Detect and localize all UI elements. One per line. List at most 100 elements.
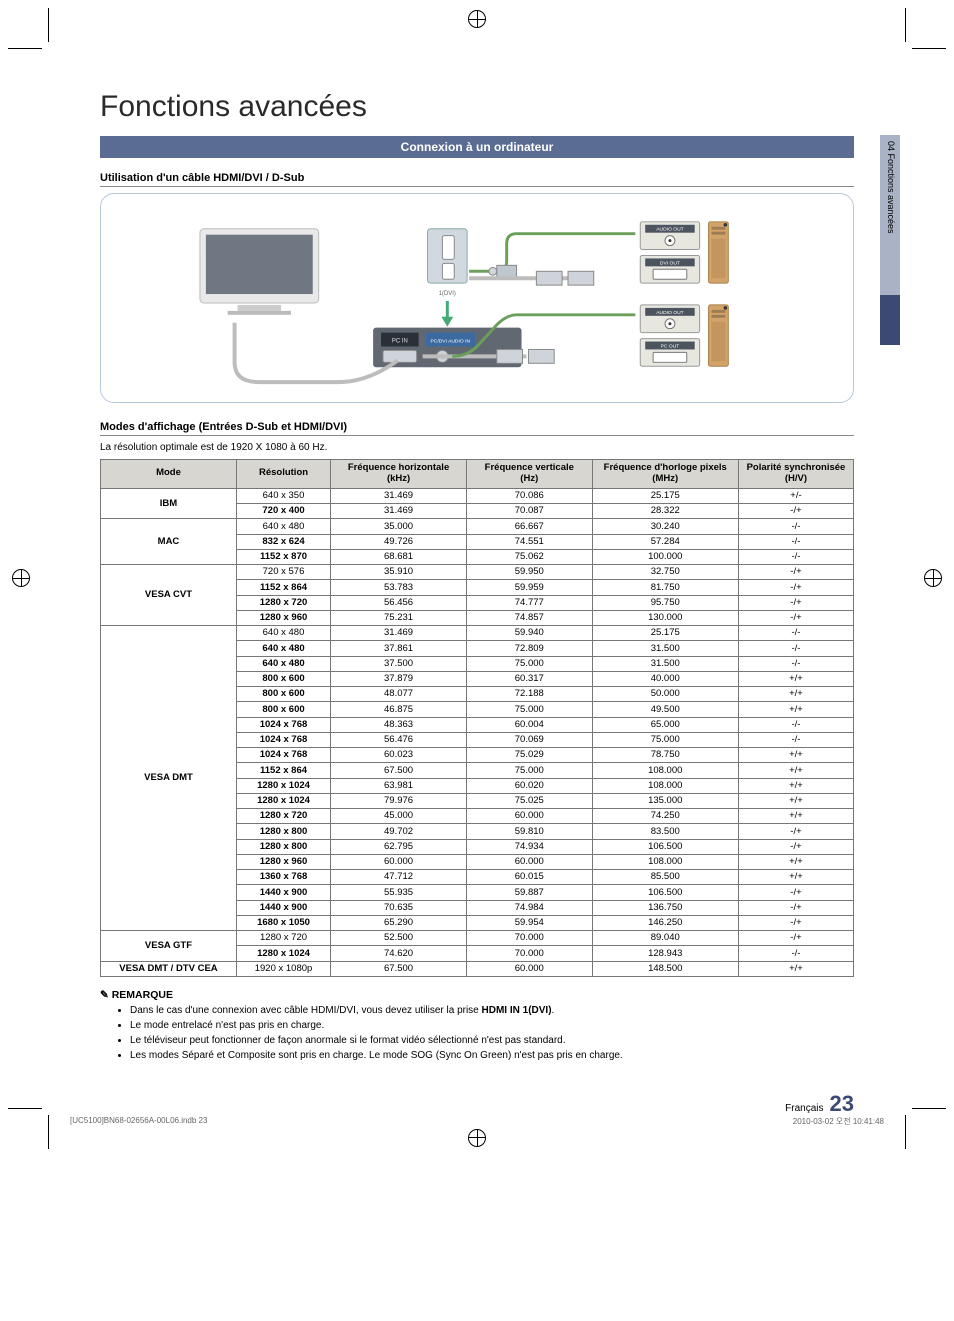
data-cell: 1920 x 1080p xyxy=(236,961,330,976)
data-cell: 1680 x 1050 xyxy=(236,915,330,930)
side-tab-label: 04 Fonctions avancées xyxy=(886,141,896,234)
data-cell: +/+ xyxy=(738,961,853,976)
data-cell: 31.469 xyxy=(331,504,467,519)
data-cell: 800 x 600 xyxy=(236,702,330,717)
data-cell: 72.809 xyxy=(467,641,593,656)
table-row: IBM640 x 35031.46970.08625.175+/- xyxy=(101,488,854,503)
data-cell: 59.810 xyxy=(467,824,593,839)
data-cell: 67.500 xyxy=(331,961,467,976)
mode-cell: VESA GTF xyxy=(101,931,237,962)
mode-cell: IBM xyxy=(101,488,237,519)
data-cell: 62.795 xyxy=(331,839,467,854)
data-cell: 800 x 600 xyxy=(236,687,330,702)
data-cell: 52.500 xyxy=(331,931,467,946)
print-footer: [UC5100]BN68-02656A-00L06.indb 23 2010-0… xyxy=(70,1116,884,1127)
data-cell: -/- xyxy=(738,519,853,534)
data-cell: -/- xyxy=(738,626,853,641)
data-cell: 74.250 xyxy=(592,809,738,824)
data-cell: 640 x 480 xyxy=(236,626,330,641)
data-cell: 89.040 xyxy=(592,931,738,946)
data-cell: 1280 x 720 xyxy=(236,595,330,610)
data-cell: 31.500 xyxy=(592,656,738,671)
data-cell: 72.188 xyxy=(467,687,593,702)
table-header: Fréquence verticale (Hz) xyxy=(467,460,593,489)
remark-heading: REMARQUE xyxy=(100,989,854,1001)
data-cell: +/- xyxy=(738,488,853,503)
data-cell: 59.940 xyxy=(467,626,593,641)
table-row: MAC640 x 48035.00066.66730.240-/- xyxy=(101,519,854,534)
data-cell: 95.750 xyxy=(592,595,738,610)
data-cell: 75.000 xyxy=(467,702,593,717)
crop-mark xyxy=(905,1115,906,1149)
data-cell: -/- xyxy=(738,946,853,961)
data-cell: 106.500 xyxy=(592,885,738,900)
data-cell: 100.000 xyxy=(592,549,738,564)
data-cell: 1280 x 1024 xyxy=(236,793,330,808)
table-row: VESA CVT720 x 57635.91059.95032.750-/+ xyxy=(101,565,854,580)
data-cell: +/+ xyxy=(738,809,853,824)
data-cell: 59.887 xyxy=(467,885,593,900)
data-cell: -/+ xyxy=(738,839,853,854)
data-cell: 49.702 xyxy=(331,824,467,839)
crop-mark xyxy=(912,1108,946,1109)
pc-out-box: PC OUT xyxy=(640,339,699,367)
pc-tower-icon-1 xyxy=(709,222,729,283)
data-cell: +/+ xyxy=(738,671,853,686)
data-cell: 47.712 xyxy=(331,870,467,885)
data-cell: 60.004 xyxy=(467,717,593,732)
data-cell: -/- xyxy=(738,732,853,747)
section-side-tab: 04 Fonctions avancées xyxy=(880,135,900,295)
data-cell: 79.976 xyxy=(331,793,467,808)
table-header: Résolution xyxy=(236,460,330,489)
data-cell: 49.726 xyxy=(331,534,467,549)
data-cell: 1280 x 1024 xyxy=(236,778,330,793)
table-header: Mode xyxy=(101,460,237,489)
page-footer: Français 23 xyxy=(100,1091,854,1117)
footer-page-number: 23 xyxy=(830,1091,854,1117)
data-cell: 37.861 xyxy=(331,641,467,656)
data-cell: +/+ xyxy=(738,763,853,778)
table-header: Fréquence horizontale (kHz) xyxy=(331,460,467,489)
mode-cell: VESA DMT / DTV CEA xyxy=(101,961,237,976)
data-cell: 70.087 xyxy=(467,504,593,519)
data-cell: 56.456 xyxy=(331,595,467,610)
data-cell: 60.015 xyxy=(467,870,593,885)
print-timestamp: 2010-03-02 오전 10:41:48 xyxy=(793,1116,884,1127)
data-cell: 37.879 xyxy=(331,671,467,686)
table-row: VESA DMT640 x 48031.46959.94025.175-/- xyxy=(101,626,854,641)
data-cell: 128.943 xyxy=(592,946,738,961)
data-cell: 74.777 xyxy=(467,595,593,610)
display-modes-table: ModeRésolutionFréquence horizontale (kHz… xyxy=(100,459,854,977)
data-cell: 85.500 xyxy=(592,870,738,885)
data-cell: 28.322 xyxy=(592,504,738,519)
data-cell: 74.857 xyxy=(467,610,593,625)
data-cell: 640 x 480 xyxy=(236,641,330,656)
data-cell: 1440 x 900 xyxy=(236,885,330,900)
data-cell: 65.000 xyxy=(592,717,738,732)
data-cell: 59.959 xyxy=(467,580,593,595)
mode-cell: VESA DMT xyxy=(101,626,237,931)
data-cell: 68.681 xyxy=(331,549,467,564)
data-cell: 56.476 xyxy=(331,732,467,747)
crop-mark xyxy=(48,1115,49,1149)
data-cell: 63.981 xyxy=(331,778,467,793)
subsection-cable: Utilisation d'un câble HDMI/DVI / D-Sub xyxy=(100,172,854,187)
data-cell: +/+ xyxy=(738,702,853,717)
remark-item: Dans le cas d'une connexion avec câble H… xyxy=(130,1005,854,1016)
registration-mark-icon xyxy=(12,569,30,587)
data-cell: 130.000 xyxy=(592,610,738,625)
data-cell: 1280 x 960 xyxy=(236,854,330,869)
data-cell: 25.175 xyxy=(592,488,738,503)
table-header: Polarité synchronisée (H/V) xyxy=(738,460,853,489)
data-cell: 108.000 xyxy=(592,763,738,778)
data-cell: -/+ xyxy=(738,900,853,915)
data-cell: 49.500 xyxy=(592,702,738,717)
data-cell: 70.635 xyxy=(331,900,467,915)
data-cell: 35.000 xyxy=(331,519,467,534)
data-cell: 59.954 xyxy=(467,915,593,930)
registration-mark-icon xyxy=(924,569,942,587)
data-cell: -/+ xyxy=(738,885,853,900)
data-cell: 832 x 624 xyxy=(236,534,330,549)
data-cell: 60.000 xyxy=(331,854,467,869)
remark-item: Les modes Séparé et Composite sont pris … xyxy=(130,1050,854,1061)
